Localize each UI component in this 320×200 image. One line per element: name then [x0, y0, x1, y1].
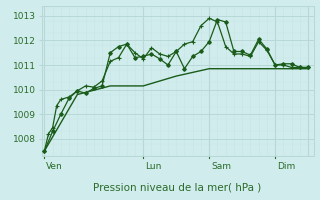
Text: Dim: Dim — [277, 162, 295, 171]
Text: Pression niveau de la mer( hPa ): Pression niveau de la mer( hPa ) — [93, 183, 262, 193]
Text: Ven: Ven — [46, 162, 63, 171]
Text: Lun: Lun — [145, 162, 162, 171]
Text: Sam: Sam — [211, 162, 231, 171]
